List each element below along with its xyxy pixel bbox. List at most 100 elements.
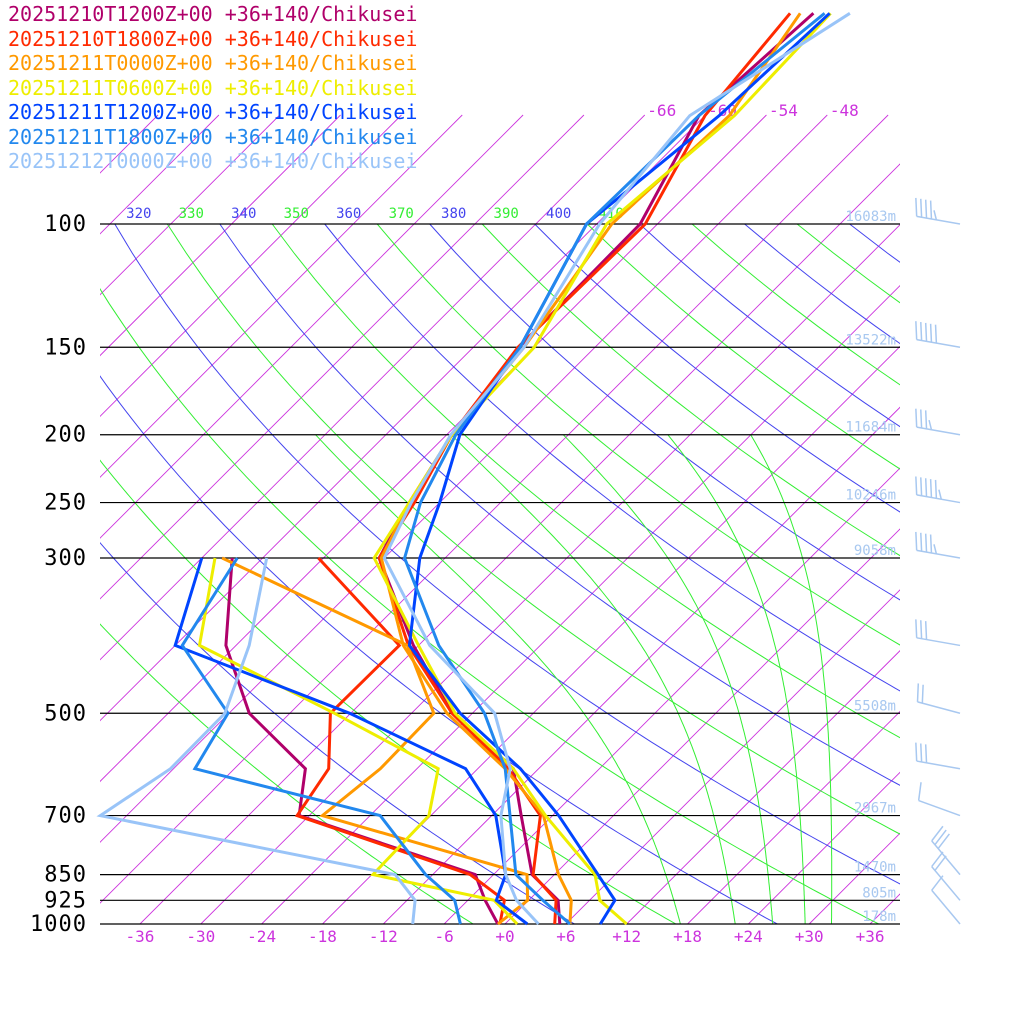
moist-adiabats <box>315 434 833 924</box>
temperature-tick-label: -18 <box>308 927 337 946</box>
height-label: 5508m <box>854 698 896 714</box>
isotherm-line <box>200 224 900 924</box>
height-label: 10246m <box>845 488 896 504</box>
moist-adiabat-line <box>750 434 833 924</box>
pressure-tick-label: 700 <box>44 804 87 829</box>
pressure-tick-label: 200 <box>44 423 87 448</box>
wind-barb <box>915 408 961 436</box>
wind-barb-staff <box>916 215 961 225</box>
wind-barb-flag <box>928 419 933 430</box>
dewpoint-line <box>180 557 462 925</box>
wind-barb-flag <box>921 684 924 704</box>
wind-barb-staff <box>916 549 961 559</box>
height-label: 2967m <box>854 801 896 817</box>
wind-barb <box>915 531 961 559</box>
dry-adiabat-line <box>586 223 900 470</box>
wind-barb <box>915 619 961 647</box>
wind-barb <box>931 875 961 925</box>
dry-adiabats <box>100 223 1024 924</box>
dewpoint-line <box>224 557 500 925</box>
isotherm-top-label: -54 <box>769 101 798 120</box>
isotherm-line <box>100 114 463 478</box>
isotherm-line <box>992 115 1024 924</box>
dewpoint-line <box>221 556 530 926</box>
wind-barb <box>915 476 961 504</box>
wind-barb-flag <box>917 782 922 801</box>
wind-barb-flag <box>920 477 923 496</box>
theta-label: 360 <box>336 206 361 222</box>
isotherm-line <box>100 114 220 235</box>
isotherm-line <box>100 114 828 843</box>
wind-barb-flag <box>924 621 928 640</box>
wind-barb-staff <box>931 889 961 925</box>
wind-barb-staff <box>916 338 961 349</box>
temperature-tick-label: +30 <box>795 927 824 946</box>
height-label: 13522m <box>845 332 896 348</box>
isotherm-line <box>100 114 524 539</box>
dewpoint-line <box>197 557 519 926</box>
legend-entry: 20251211T1200Z+00 +36+140/Chikusei <box>8 100 418 124</box>
pressure-tick-label: 250 <box>44 491 87 516</box>
isotherm-line <box>931 115 1024 924</box>
dewpoint-line <box>173 557 529 926</box>
height-label: 178m <box>862 909 896 925</box>
theta-label: 340 <box>231 206 256 222</box>
legend-entry: 20251210T1800Z+00 +36+140/Chikusei <box>8 26 418 51</box>
moist-adiabat-line <box>667 434 806 924</box>
wind-barb-flag <box>934 324 938 344</box>
legend: 20251210T1200Z+00 +36+140/Chikusei 202512… <box>8 2 417 174</box>
temperature-line <box>377 12 815 925</box>
wind-barbs <box>915 197 961 925</box>
isotherm-line <box>100 114 889 904</box>
wind-barb-flag <box>929 534 933 553</box>
wind-barb-flag <box>920 198 923 218</box>
isotherm-line <box>261 285 900 924</box>
dry-adiabat-line <box>219 223 900 786</box>
wind-barb-staff <box>916 637 961 647</box>
theta-label: 400 <box>546 206 571 222</box>
wind-barb-flag <box>938 489 943 500</box>
wind-barb-staff <box>916 426 961 436</box>
wind-barb-flag <box>915 197 918 217</box>
wind-barb-flag <box>916 683 920 702</box>
wind-barb-staff <box>931 866 961 901</box>
wind-barb-flag <box>920 743 923 762</box>
temperature-line <box>382 12 851 926</box>
temperature-line <box>372 12 832 926</box>
theta-label: 380 <box>441 206 466 222</box>
dry-adiabat-line <box>1007 224 1024 924</box>
wind-barb-flag <box>915 476 918 495</box>
wind-barb <box>915 197 961 225</box>
wind-barb <box>916 683 961 715</box>
wind-barb-flag <box>924 533 928 553</box>
temperature-tick-label: -30 <box>186 927 215 946</box>
wind-barb-flag <box>934 479 938 499</box>
wind-barb-staff <box>917 701 961 715</box>
isotherm-line <box>139 163 900 924</box>
theta-label: 370 <box>389 206 414 222</box>
isotherm-top-label: -66 <box>647 101 676 120</box>
wind-barb-flag <box>920 532 923 552</box>
wind-barb <box>931 851 961 901</box>
isotherm-line <box>626 650 900 924</box>
height-label: 11684m <box>845 420 896 436</box>
wind-barb-flag <box>933 544 938 554</box>
isotherm-line <box>322 345 900 924</box>
isotherm-line <box>100 114 646 661</box>
height-label: 9058m <box>854 543 896 559</box>
theta-label: 350 <box>284 206 309 222</box>
temperature-tick-label: +6 <box>556 927 575 946</box>
wind-barb <box>915 742 961 770</box>
sounding-series <box>96 12 851 926</box>
wind-barb-flag <box>924 410 928 429</box>
temperature-tick-label: -24 <box>247 927 276 946</box>
wind-barb-flag <box>924 744 928 763</box>
temperature-tick-label: +18 <box>673 927 702 946</box>
dry-adiabat-line <box>481 223 900 557</box>
wind-barb-flag <box>934 855 947 871</box>
theta-label: 330 <box>179 206 204 222</box>
wind-barb-flag <box>915 619 918 638</box>
isotherm-top-label: -48 <box>830 101 859 120</box>
